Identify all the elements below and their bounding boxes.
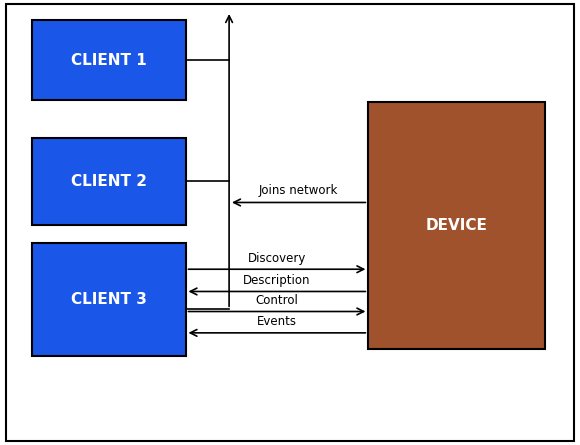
Text: CLIENT 1: CLIENT 1	[71, 53, 147, 68]
Text: CLIENT 2: CLIENT 2	[71, 174, 147, 189]
Text: DEVICE: DEVICE	[426, 218, 488, 233]
Bar	[32, 20, 186, 100]
Bar	[368, 102, 545, 349]
Text: Discovery: Discovery	[248, 252, 306, 265]
Text: CLIENT 3: CLIENT 3	[71, 292, 147, 307]
Bar	[32, 243, 186, 356]
Bar	[32, 138, 186, 225]
Text: Description: Description	[243, 274, 311, 287]
Text: Joins network: Joins network	[259, 184, 338, 197]
Text: Control: Control	[256, 294, 298, 307]
Text: Events: Events	[257, 316, 297, 328]
